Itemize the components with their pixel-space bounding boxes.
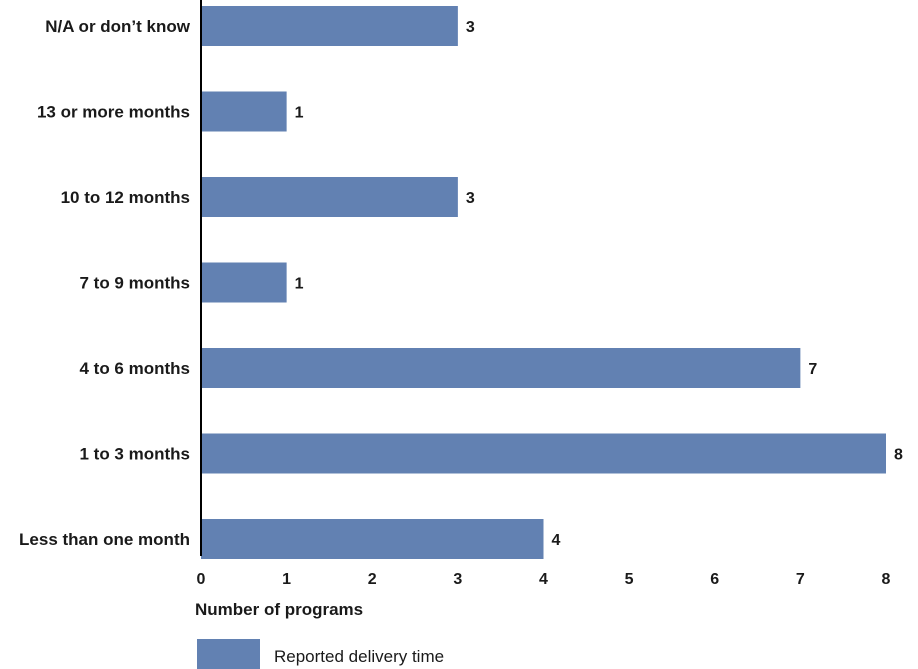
legend-swatch [197,639,260,669]
x-tick-label: 4 [539,571,548,588]
bar [201,262,287,303]
x-tick-label: 6 [710,571,719,588]
category-label: N/A or don’t know [45,17,191,36]
bar [201,177,458,217]
x-axis-title: Number of programs [195,600,363,619]
value-labels: 3 1 3 1 7 8 4 [295,19,903,549]
bar-value-label: 3 [466,190,475,207]
category-label: 13 or more months [37,103,190,122]
legend: Reported delivery time [197,639,444,669]
x-tick-label: 8 [882,571,891,588]
bar-value-label: 1 [295,276,304,293]
category-label: Less than one month [19,530,190,549]
x-tick-label: 2 [368,571,377,588]
x-tick-label: 7 [796,571,805,588]
category-label: 1 to 3 months [79,445,190,464]
x-tick-label: 3 [453,571,462,588]
bar-value-label: 4 [552,532,561,549]
bar-value-label: 1 [295,105,304,122]
category-label: 10 to 12 months [61,188,190,207]
bar [201,348,801,388]
x-axis-tick-labels: 0 1 2 3 4 5 6 7 8 [197,571,891,588]
x-tick-label: 0 [197,571,206,588]
bar [201,433,886,474]
bar [201,6,458,46]
x-tick-label: 5 [625,571,634,588]
bar-value-label: 3 [466,19,475,36]
bar-value-label: 8 [894,447,903,464]
bar [201,519,544,559]
bar-value-label: 7 [808,361,817,378]
x-tick-label: 1 [282,571,291,588]
bar [201,91,287,132]
bars-layer [201,6,886,559]
category-labels: N/A or don’t know 13 or more months 10 to … [19,17,191,549]
category-label: 7 to 9 months [79,274,190,293]
category-label: 4 to 6 months [79,359,190,378]
legend-label: Reported delivery time [274,647,444,666]
